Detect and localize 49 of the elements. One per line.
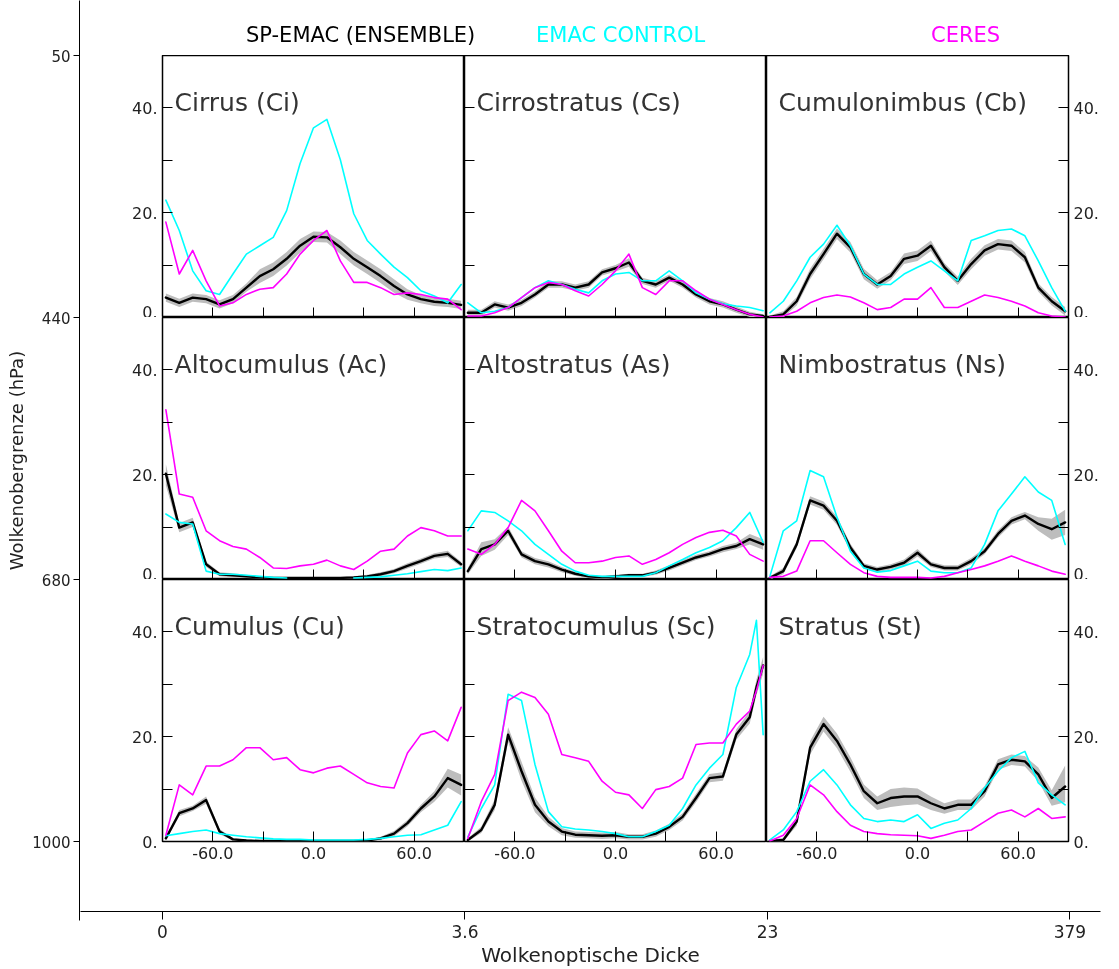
category-label: 23	[756, 921, 779, 942]
y-tick-label: 40.	[132, 622, 158, 642]
x-tick-label: 0.0	[602, 843, 629, 863]
category-label: 0	[157, 921, 168, 942]
text: SP-EMAC (ENSEMBLE)	[246, 23, 476, 47]
text: Cirrostratus (Cs)	[476, 88, 681, 118]
y-tick-label: 40.	[1073, 622, 1099, 642]
y-tick-label: 40.	[1073, 98, 1099, 118]
text: CERES	[931, 23, 1001, 47]
y-tick-label: 20.	[132, 727, 158, 747]
x-tick-label: 60.0	[396, 843, 432, 863]
y-tick-label: 0.	[142, 564, 158, 584]
text: Wolkenoptische Dicke	[481, 942, 700, 967]
text: Altocumulus (Ac)	[174, 350, 388, 380]
y-tick-label: 20.	[1073, 727, 1099, 747]
text: Nimbostratus (Ns)	[778, 350, 1007, 380]
x-tick-label: -60.0	[796, 843, 838, 863]
y-tick-label: 20.	[1073, 203, 1099, 223]
text: Altostratus (As)	[476, 350, 671, 380]
y-tick-label: 20.	[1073, 465, 1099, 485]
y-tick-label: 0.	[1073, 564, 1089, 584]
text: Stratus (St)	[778, 612, 922, 642]
category-label: 680	[41, 571, 71, 590]
y-tick-label: 20.	[132, 203, 158, 223]
category-label: 440	[41, 309, 71, 328]
text: Cumulonimbus (Cb)	[778, 88, 1027, 118]
y-tick-label: 0.	[142, 302, 158, 322]
text: Cumulus (Cu)	[174, 612, 345, 642]
text: EMAC CONTROL	[536, 23, 706, 47]
category-label: 50	[51, 47, 71, 66]
text: Stratocumulus (Sc)	[476, 612, 716, 642]
category-label: 3.6	[451, 921, 479, 942]
x-tick-label: 0.0	[300, 843, 327, 863]
y-tick-label: 0.	[142, 832, 158, 852]
category-label: 379	[1053, 921, 1087, 942]
y-tick-label: 40.	[1073, 360, 1099, 380]
y-tick-label: 20.	[132, 465, 158, 485]
y-tick-label: 0.	[1073, 302, 1089, 322]
text: Cirrus (Ci)	[174, 88, 300, 118]
x-tick-label: 60.0	[698, 843, 734, 863]
y-tick-label: 0.	[1073, 832, 1089, 852]
x-tick-label: -60.0	[494, 843, 536, 863]
y-tick-label: 40.	[132, 98, 158, 118]
x-tick-label: 60.0	[1000, 843, 1036, 863]
y-tick-label: 40.	[132, 360, 158, 380]
x-tick-label: 0.0	[904, 843, 931, 863]
text: Wolkenobergrenze (hPa)	[6, 350, 28, 571]
x-tick-label: -60.0	[192, 843, 234, 863]
category-label: 1000	[32, 833, 71, 852]
